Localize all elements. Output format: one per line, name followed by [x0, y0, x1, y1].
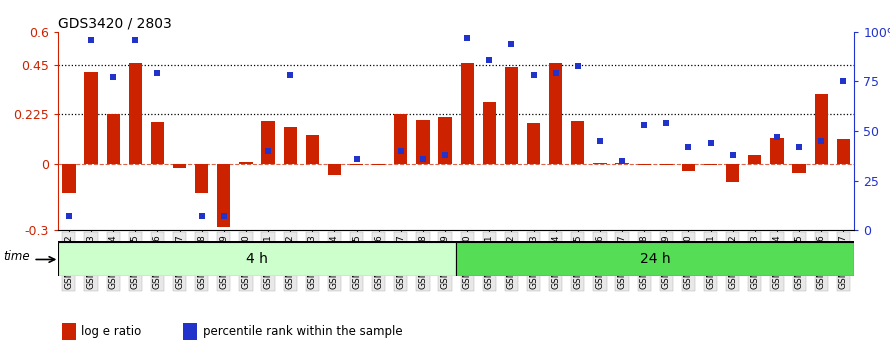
- Bar: [837, 139, 850, 164]
- Bar: [748, 155, 762, 164]
- Bar: [173, 164, 186, 169]
- Bar: [460, 63, 473, 164]
- Bar: [726, 164, 740, 182]
- Bar: [571, 121, 585, 164]
- Bar: [239, 162, 253, 164]
- Bar: [328, 164, 341, 175]
- Bar: [594, 163, 607, 164]
- Bar: [505, 67, 518, 164]
- Bar: [616, 163, 628, 164]
- Bar: [659, 164, 673, 165]
- Bar: [350, 164, 363, 165]
- Bar: [150, 122, 164, 164]
- Text: 4 h: 4 h: [246, 252, 268, 266]
- Bar: [549, 63, 562, 164]
- FancyBboxPatch shape: [58, 242, 457, 276]
- Text: log e ratio: log e ratio: [81, 325, 142, 338]
- Text: 24 h: 24 h: [640, 252, 670, 266]
- Bar: [195, 164, 208, 193]
- Bar: [107, 114, 120, 164]
- Bar: [704, 164, 717, 165]
- Bar: [217, 164, 231, 227]
- Bar: [417, 120, 430, 164]
- Bar: [61, 323, 76, 340]
- Bar: [439, 117, 452, 164]
- Text: time: time: [3, 250, 29, 263]
- Bar: [284, 127, 296, 164]
- Bar: [262, 121, 275, 164]
- Bar: [394, 114, 408, 164]
- Bar: [305, 135, 319, 164]
- Bar: [792, 164, 805, 173]
- Text: GDS3420 / 2803: GDS3420 / 2803: [58, 17, 172, 31]
- Bar: [637, 164, 651, 165]
- Bar: [682, 164, 695, 171]
- Bar: [85, 72, 98, 164]
- Bar: [183, 323, 198, 340]
- Bar: [527, 123, 540, 164]
- FancyBboxPatch shape: [457, 242, 854, 276]
- Bar: [814, 93, 828, 164]
- Bar: [771, 138, 783, 164]
- Bar: [129, 63, 142, 164]
- Text: percentile rank within the sample: percentile rank within the sample: [203, 325, 402, 338]
- Bar: [482, 102, 496, 164]
- Bar: [62, 164, 76, 193]
- Bar: [372, 164, 385, 165]
